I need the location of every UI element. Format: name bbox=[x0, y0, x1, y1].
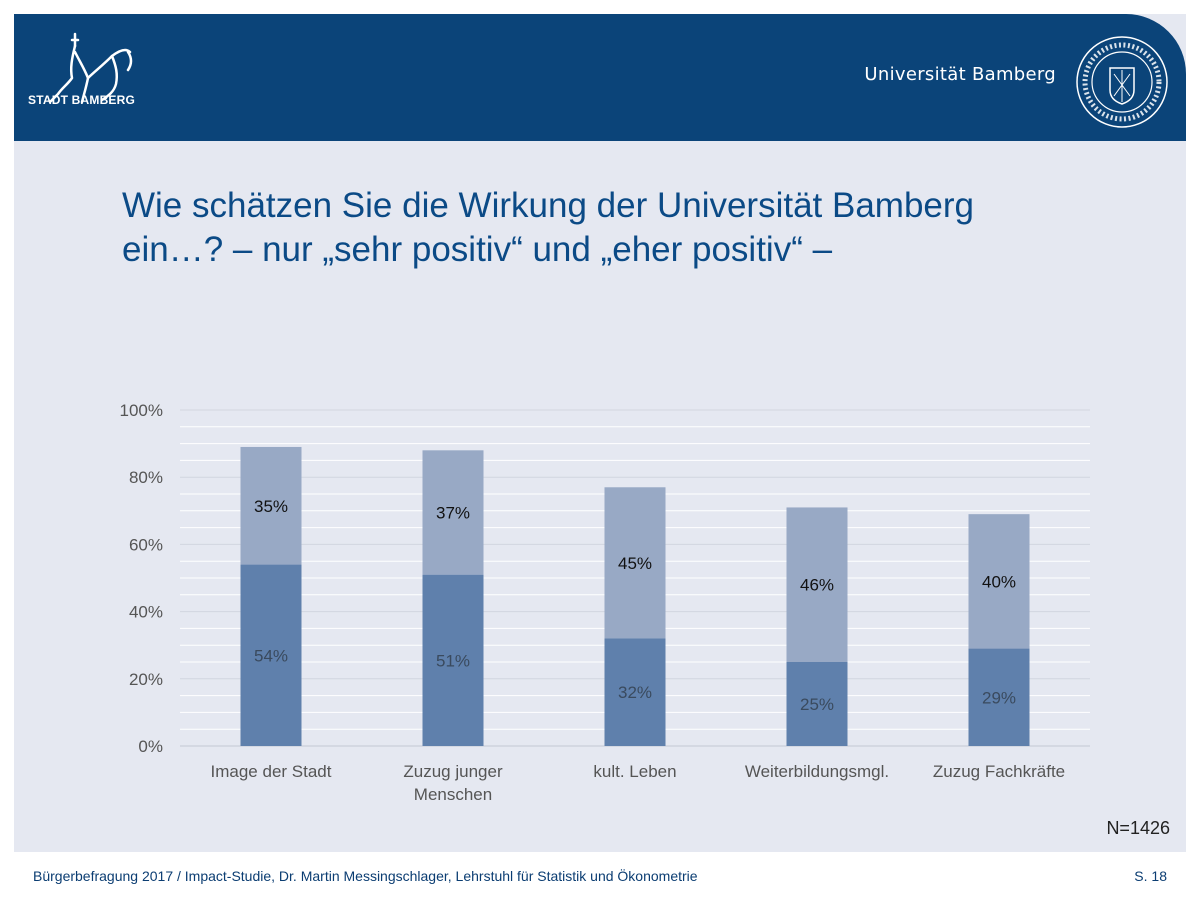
university-seal-icon bbox=[1076, 36, 1168, 128]
bar-segment-top bbox=[786, 507, 848, 662]
y-tick-label: 60% bbox=[129, 535, 163, 554]
bar-segment-top bbox=[968, 514, 1030, 649]
city-logo-icon bbox=[48, 32, 133, 104]
data-label: 51% bbox=[436, 651, 470, 670]
data-label: 45% bbox=[618, 554, 652, 573]
x-category-label: kult. Leben bbox=[593, 762, 676, 781]
slide-title: Wie schätzen Sie die Wirkung der Univers… bbox=[122, 184, 1082, 272]
bar-segment-top bbox=[240, 446, 302, 565]
y-tick-label: 40% bbox=[129, 603, 163, 622]
y-tick-label: 20% bbox=[129, 670, 163, 689]
bar-segment-top bbox=[422, 450, 484, 575]
title-line-2: ein…? – nur „sehr positiv“ und „eher pos… bbox=[122, 230, 833, 269]
bar-segment-bottom bbox=[968, 648, 1030, 746]
data-label: 29% bbox=[982, 688, 1016, 707]
y-tick-label: 100% bbox=[120, 401, 163, 420]
university-name: Universität Bamberg bbox=[864, 64, 1056, 85]
header-bar bbox=[14, 14, 1186, 141]
data-label: 40% bbox=[982, 572, 1016, 591]
x-category-label: Weiterbildungsmgl. bbox=[745, 762, 889, 781]
data-label: 54% bbox=[254, 646, 288, 665]
page-number: S. 18 bbox=[1134, 868, 1167, 884]
data-label: 37% bbox=[436, 503, 470, 522]
sample-size: N=1426 bbox=[1106, 818, 1170, 838]
data-label: 46% bbox=[800, 576, 834, 595]
data-label: 25% bbox=[800, 695, 834, 714]
title-line-1: Wie schätzen Sie die Wirkung der Univers… bbox=[122, 186, 975, 225]
footer-text: Bürgerbefragung 2017 / Impact-Studie, Dr… bbox=[33, 868, 698, 884]
data-label: 32% bbox=[618, 683, 652, 702]
x-category-label: Zuzug junger bbox=[403, 762, 503, 781]
y-tick-label: 0% bbox=[138, 737, 163, 756]
data-label: 35% bbox=[254, 497, 288, 516]
x-category-label: Menschen bbox=[414, 785, 492, 804]
x-category-label: Zuzug Fachkräfte bbox=[933, 762, 1065, 781]
bar-segment-bottom bbox=[786, 662, 848, 746]
x-category-label: Image der Stadt bbox=[211, 762, 332, 781]
bar-segment-bottom bbox=[604, 638, 666, 746]
bar-segment-top bbox=[604, 487, 666, 639]
bar-segment-bottom bbox=[422, 574, 484, 746]
bar-segment-bottom bbox=[240, 564, 302, 746]
y-tick-label: 80% bbox=[129, 468, 163, 487]
city-label: STADT BAMBERG bbox=[28, 93, 136, 107]
